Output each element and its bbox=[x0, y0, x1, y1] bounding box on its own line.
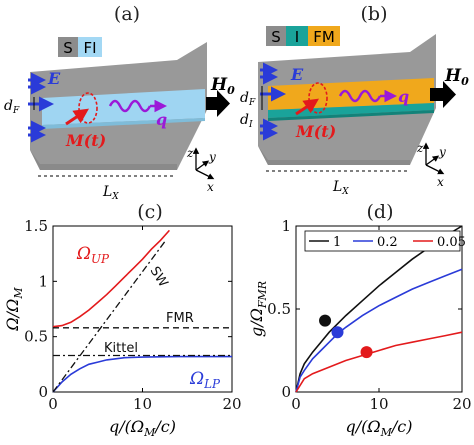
annotation-omega-up: ΩUP bbox=[76, 244, 110, 266]
h0-label-b: H0 bbox=[444, 66, 469, 88]
svg-text:y: y bbox=[208, 150, 216, 164]
x-tick-label: 20 bbox=[222, 395, 241, 413]
di-label-b: dI bbox=[240, 112, 253, 130]
series-line-sw bbox=[52, 241, 166, 393]
panel-b: (b) S I FM H0 E dF dI bbox=[240, 3, 469, 197]
y-tick-label: 1 bbox=[38, 272, 48, 290]
legend-label-s: S bbox=[63, 39, 73, 57]
series-line-up bbox=[52, 229, 170, 328]
svg-text:z: z bbox=[416, 141, 424, 155]
y-tick-label: 0 bbox=[281, 383, 291, 401]
q-label-b: q bbox=[398, 87, 409, 106]
y-axis-label: g/ΩFMR bbox=[247, 281, 269, 337]
x-tick-label: 0 bbox=[291, 395, 301, 413]
y-tick-label: 0.5 bbox=[267, 300, 291, 318]
annotation-fmr: FMR bbox=[166, 311, 194, 326]
legend-swatch-s bbox=[58, 37, 78, 57]
legend-label-fm: FM bbox=[313, 28, 335, 46]
panel-a-label: (a) bbox=[114, 3, 140, 25]
m-arrow-b bbox=[295, 98, 319, 116]
panel-c: (c) 0 10 20 0 0.5 1 1.5 ΩUP ΩLP SW FMR Kittel q/(ΩM/… bbox=[3, 201, 242, 439]
panel-b-legend: S I FM bbox=[266, 26, 340, 46]
marker-point bbox=[331, 326, 344, 339]
x-tick-label: 0 bbox=[48, 395, 58, 413]
x-tick-label: 10 bbox=[369, 395, 388, 413]
df-label-a: dF bbox=[4, 98, 20, 116]
legend-label-s: S bbox=[271, 28, 281, 46]
chart-c: 0 10 20 0 0.5 1 1.5 ΩUP ΩLP SW FMR Kittel q/(ΩM/c) Ω/… bbox=[3, 217, 242, 439]
y-tick-label: 1 bbox=[281, 217, 291, 235]
h0-arrow-b bbox=[443, 81, 456, 108]
panel-a: (a) S FI H0 E dF M(t) bbox=[4, 3, 235, 202]
legend-d: 1 0.2 0.05 bbox=[304, 230, 466, 252]
svg-text:x: x bbox=[437, 175, 444, 189]
legend-entry: 0.05 bbox=[437, 235, 466, 250]
lx-label-a: LX bbox=[102, 184, 119, 202]
annotation-sw: SW bbox=[147, 264, 171, 290]
y-tick-label: 0 bbox=[38, 383, 48, 401]
legend-swatch-i bbox=[286, 26, 308, 46]
y-tick-label: 0.5 bbox=[24, 328, 48, 346]
panel-a-legend: S FI bbox=[58, 37, 102, 57]
legend-swatch-s bbox=[266, 26, 286, 46]
axes-triad-b: z y x bbox=[416, 141, 446, 189]
svg-text:x: x bbox=[207, 180, 214, 194]
chart-d: 0 10 20 0 0.5 1 1 0.2 0.05 q/(ΩM/c) g/ΩFMR bbox=[247, 217, 472, 439]
svg-text:z: z bbox=[186, 146, 194, 160]
annotation-kittel: Kittel bbox=[104, 341, 138, 356]
i-layer bbox=[268, 103, 434, 118]
legend-swatch-fi bbox=[78, 37, 102, 57]
x-axis-label: q/(ΩM/c) bbox=[346, 417, 413, 439]
q-label-a: q bbox=[156, 110, 167, 129]
e-field-arrows-a bbox=[28, 72, 54, 143]
lx-label-b: LX bbox=[332, 179, 349, 197]
x-tick-label: 20 bbox=[452, 395, 471, 413]
axes-triad-a: z y x bbox=[186, 146, 216, 194]
panel-d: (d) 0 10 20 0 0.5 1 1 0.2 0.05 q/(ΩM/c) g/ΩFMR bbox=[247, 201, 472, 439]
h0-label-a: H0 bbox=[210, 75, 235, 97]
x-tick-label: 10 bbox=[133, 395, 152, 413]
df-label-b: dF bbox=[240, 90, 256, 108]
panel-c-label: (c) bbox=[137, 201, 162, 223]
legend-entry: 0.2 bbox=[377, 235, 398, 250]
m-label-a: M(t) bbox=[65, 131, 106, 150]
y-tick-label: 1.5 bbox=[24, 217, 48, 235]
legend-entry: 1 bbox=[333, 235, 341, 250]
e-label-a: E bbox=[47, 69, 61, 88]
panel-d-label: (d) bbox=[367, 201, 394, 223]
m-label-b: M(t) bbox=[295, 122, 336, 141]
e-label-b: E bbox=[290, 65, 304, 84]
marker-point bbox=[319, 314, 332, 327]
legend-label-i: I bbox=[295, 28, 299, 46]
legend-label-fi: FI bbox=[83, 39, 96, 57]
series-line-0-2 bbox=[295, 268, 463, 393]
svg-text:y: y bbox=[438, 145, 446, 159]
x-axis-label: q/(ΩM/c) bbox=[109, 417, 176, 439]
y-axis-label: Ω/ΩM bbox=[3, 287, 25, 332]
legend-swatch-fm bbox=[308, 26, 340, 46]
annotation-omega-lp: ΩLP bbox=[189, 369, 221, 391]
h0-arrow-a bbox=[217, 90, 230, 117]
m-arrow-a bbox=[65, 108, 89, 126]
marker-point bbox=[360, 346, 373, 359]
series-line-lp bbox=[52, 355, 232, 393]
e-field-arrows-b bbox=[260, 62, 286, 141]
panel-b-label: (b) bbox=[361, 3, 388, 25]
